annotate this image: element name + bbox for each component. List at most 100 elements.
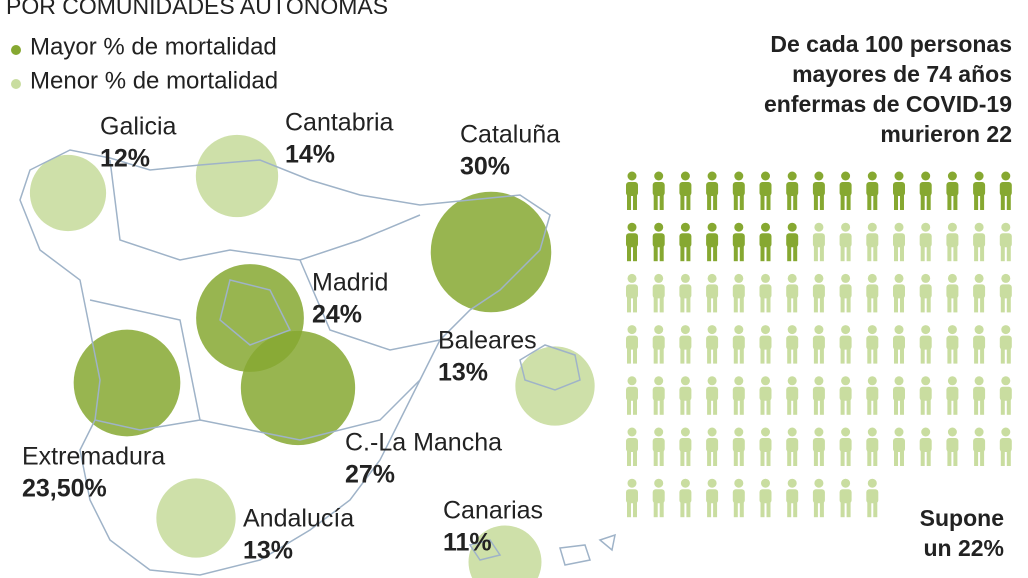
icon-leg [659, 502, 664, 518]
icon-leg [713, 297, 718, 313]
icon-leg [766, 348, 771, 364]
icon-leg [733, 399, 738, 415]
icon-body [732, 233, 745, 248]
icon-leg [627, 195, 631, 210]
icon-body [652, 182, 665, 196]
bubble [515, 346, 595, 426]
icon-head [1001, 325, 1011, 335]
icon-leg [733, 451, 738, 466]
icon-leg [980, 451, 985, 466]
icon-leg [846, 195, 851, 210]
icon-leg [713, 195, 718, 210]
icon-leg [659, 195, 664, 210]
legend-label: Menor % de mortalidad [30, 67, 278, 94]
person-icon [732, 478, 745, 518]
person-icon [919, 171, 932, 210]
icon-body [946, 386, 959, 401]
person-icon [999, 325, 1012, 364]
person-icon [946, 273, 959, 313]
icon-head [921, 325, 931, 335]
icon-leg [659, 399, 664, 415]
icon-body [973, 182, 986, 196]
icon-leg [1000, 195, 1005, 210]
icon-head [894, 273, 904, 283]
icon-head [707, 222, 717, 232]
person-icon [999, 222, 1012, 262]
icon-body [626, 182, 638, 196]
icon-head [947, 427, 957, 437]
icon-leg [926, 195, 931, 210]
person-icon [999, 427, 1012, 466]
icon-head [867, 427, 877, 437]
bubble [29, 154, 107, 232]
icon-head [680, 273, 690, 283]
region-name: Canarias [443, 497, 543, 525]
icon-body [706, 284, 719, 299]
icon-leg [953, 348, 958, 364]
icon-leg [867, 451, 872, 466]
icon-body [812, 284, 825, 299]
bubbles [29, 134, 595, 578]
icon-leg [653, 451, 658, 466]
person-icon [706, 427, 719, 466]
icon-head [867, 325, 877, 335]
person-icon [839, 273, 852, 313]
icon-head [894, 427, 904, 437]
icon-head [814, 427, 824, 437]
person-icon [759, 273, 772, 313]
icon-body [652, 438, 665, 452]
icon-body [866, 438, 879, 452]
icon-leg [633, 348, 637, 364]
icon-leg [840, 348, 845, 364]
person-icon [919, 427, 932, 466]
icon-head [867, 273, 877, 283]
icon-head [1001, 222, 1011, 232]
icon-leg [840, 399, 845, 415]
icon-leg [920, 399, 925, 415]
icon-body [706, 233, 719, 248]
icon-head [627, 171, 637, 181]
person-icon [652, 376, 665, 415]
icon-leg [793, 502, 798, 518]
icon-body [759, 335, 772, 350]
icon-body [706, 182, 719, 196]
icon-leg [813, 195, 818, 210]
icon-leg [813, 246, 818, 262]
icon-body [893, 233, 905, 248]
icon-head [734, 222, 744, 232]
icon-leg [1006, 348, 1011, 364]
icon-head [974, 325, 984, 335]
icon-leg [840, 502, 845, 518]
person-icon [759, 222, 772, 262]
icon-head [734, 171, 744, 181]
icon-head [894, 325, 904, 335]
icon-leg [813, 502, 818, 518]
person-icon [893, 171, 905, 210]
region-value: 11% [443, 529, 492, 557]
icon-leg [733, 502, 738, 518]
icon-leg [813, 451, 818, 466]
icon-head [707, 171, 717, 181]
icon-body [812, 335, 825, 350]
icon-leg [793, 246, 798, 262]
icon-leg [627, 348, 631, 364]
icon-body [786, 182, 799, 196]
icon-body [706, 489, 719, 504]
bubble [430, 191, 552, 313]
icon-leg [766, 246, 771, 262]
person-icon [893, 427, 905, 466]
person-icon [732, 427, 745, 466]
icon-body [866, 386, 879, 401]
icon-body [706, 335, 719, 350]
person-icon [946, 325, 959, 364]
bubble [73, 329, 181, 437]
icon-body [919, 182, 932, 196]
icon-body [786, 284, 799, 299]
icon-leg [867, 297, 872, 313]
icon-head [894, 171, 904, 181]
icon-head [654, 273, 664, 283]
icon-head [627, 325, 637, 335]
icon-leg [947, 195, 952, 210]
icon-body [626, 233, 638, 248]
